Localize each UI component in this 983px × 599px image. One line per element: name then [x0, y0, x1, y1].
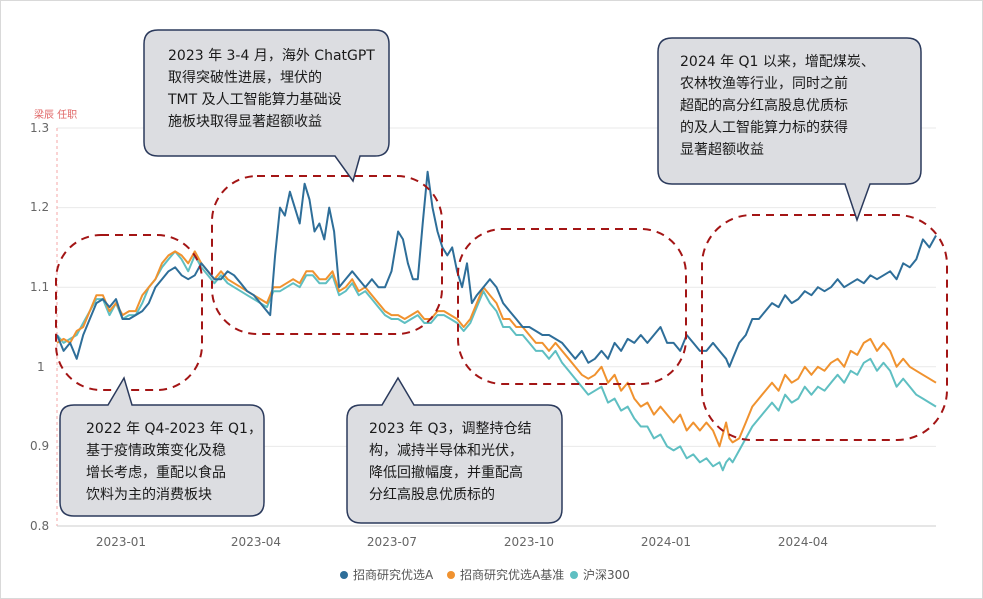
series-line-fund-a — [56, 170, 937, 368]
highlight-regions — [55, 175, 948, 441]
callout-line: 农林牧渔等行业，同时之前 — [680, 75, 848, 92]
callout-line: 分红高股息优质标的 — [369, 486, 495, 503]
x-tick-label: 2023-04 — [231, 535, 281, 549]
series-line-csi300 — [56, 250, 937, 472]
callout-line: 构，减持半导体和光伏， — [369, 443, 523, 459]
callout-line: 2022 年 Q4-2023 年 Q1， — [86, 421, 262, 437]
callout-line: 基于疫情政策变化及稳 — [86, 442, 226, 459]
callout-line: 降低回撤幅度，并重配高 — [369, 464, 523, 481]
callout-line: 增长考虑，重配以食品 — [86, 464, 226, 481]
callout-line: 显著超额收益 — [680, 142, 764, 158]
y-tick-label: 1 — [37, 360, 45, 374]
series-layer — [56, 170, 937, 472]
callout-chatgpt: 2023 年 3-4 月，海外 ChatGPT 取得突破性进展，埋伏的 TMT … — [143, 29, 390, 183]
callout-line: 取得突破性进展，埋伏的 — [168, 69, 322, 86]
callout-line: 施板块取得显著超额收益 — [168, 113, 322, 130]
callout-2022q4: 2022 年 Q4-2023 年 Q1， 基于疫情政策变化及稳 增长考虑，重配以… — [59, 376, 265, 517]
legend-label-benchmark: 招商研究优选A基准 — [460, 567, 564, 582]
callout-line: 饮料为主的消费板块 — [86, 487, 212, 503]
callout-bubble — [657, 37, 922, 223]
legend-label-csi300: 沪深300 — [583, 568, 630, 582]
y-tick-label: 0.9 — [30, 439, 49, 453]
callout-line: 2023 年 3-4 月，海外 ChatGPT — [168, 48, 375, 64]
legend-marker-csi300 — [570, 571, 578, 579]
x-tick-label: 2023-07 — [367, 535, 417, 549]
legend: 招商研究优选A 招商研究优选A基准 沪深300 — [340, 567, 630, 582]
highlight-region-2024 — [701, 214, 948, 441]
tenure-start-label: 梁辰 任职 — [34, 108, 77, 121]
legend-marker-fund-a — [340, 571, 348, 579]
y-tick-label: 1.2 — [30, 200, 49, 214]
callout-2023q3: 2023 年 Q3，调整持仓结 构，减持半导体和光伏， 降低回撤幅度，并重配高 … — [346, 376, 563, 524]
x-tick-label: 2023-10 — [504, 535, 554, 549]
x-axis: 2023-01 2023-04 2023-07 2023-10 2024-01 … — [96, 535, 828, 549]
y-axis: 0.8 0.9 1 1.1 1.2 1.3 — [30, 121, 49, 533]
callout-line: 2024 年 Q1 以来，增配煤炭、 — [680, 54, 875, 70]
x-tick-label: 2024-04 — [778, 535, 828, 549]
x-tick-label: 2023-01 — [96, 535, 146, 549]
callout-bubble — [346, 376, 563, 524]
y-tick-label: 1.1 — [30, 280, 49, 294]
highlight-region-2023-q3 — [457, 228, 687, 385]
callout-line: 2023 年 Q3，调整持仓结 — [369, 421, 531, 437]
callout-2024: 2024 年 Q1 以来，增配煤炭、 农林牧渔等行业，同时之前 超配的高分红高股… — [657, 37, 922, 223]
legend-marker-benchmark — [447, 571, 455, 579]
legend-label-fund-a: 招商研究优选A — [353, 567, 434, 582]
callout-bubble — [143, 29, 390, 183]
y-tick-label: 1.3 — [30, 121, 49, 135]
highlight-region-q4-2022 — [55, 234, 203, 391]
callout-line: 超配的高分红高股息优质标 — [680, 97, 848, 114]
callout-line: TMT 及人工智能算力基础设 — [167, 91, 342, 108]
y-tick-label: 0.8 — [30, 519, 49, 533]
x-tick-label: 2024-01 — [641, 535, 691, 549]
callout-line: 的及人工智能算力标的获得 — [680, 119, 848, 136]
highlight-region-2023-q2 — [211, 175, 443, 335]
callout-bubble — [59, 376, 265, 517]
